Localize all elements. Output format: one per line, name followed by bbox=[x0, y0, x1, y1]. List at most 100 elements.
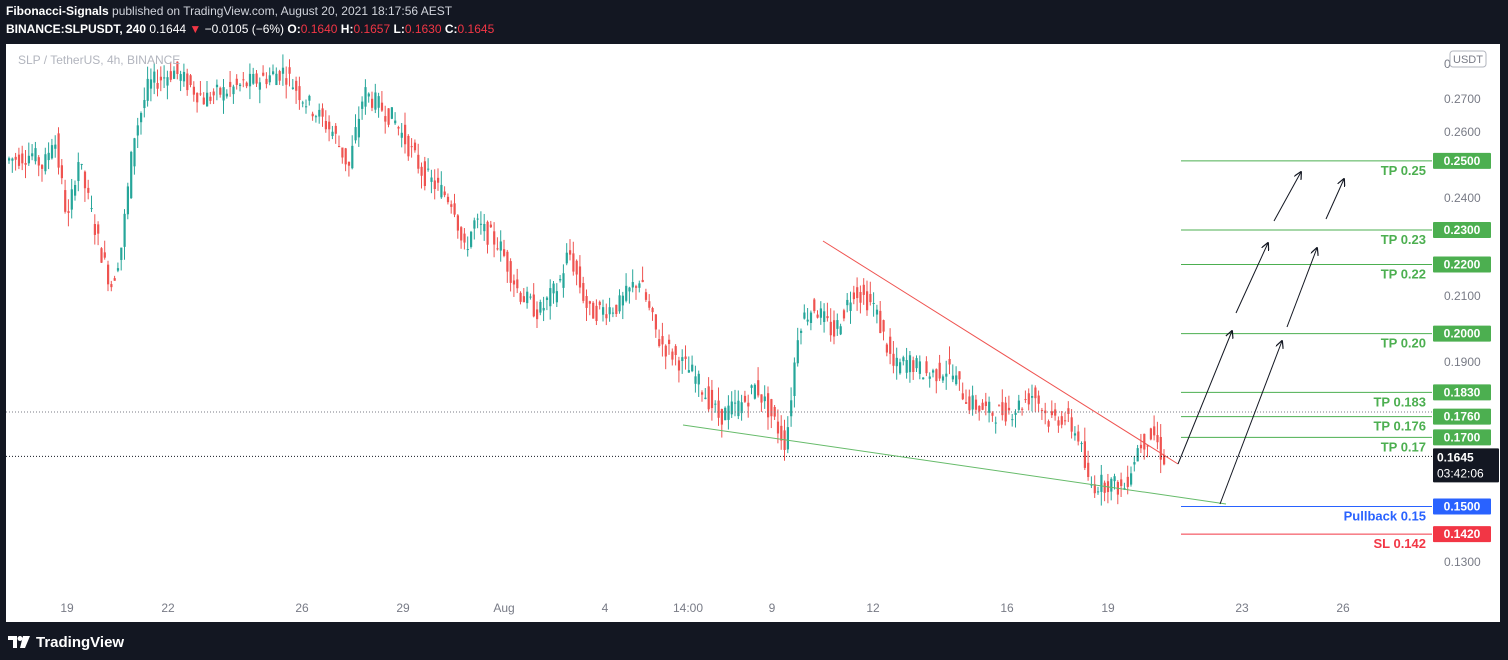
level-price-tag bbox=[1433, 325, 1491, 342]
level-price-tag-text: 0.2300 bbox=[1444, 223, 1481, 237]
candle-body bbox=[1031, 395, 1034, 398]
candle-body bbox=[536, 309, 539, 320]
candle-body bbox=[1054, 409, 1057, 416]
candle-body bbox=[885, 344, 888, 353]
tradingview-logo-icon bbox=[8, 636, 30, 648]
candle-body bbox=[608, 307, 611, 315]
candle-body bbox=[291, 87, 294, 89]
candle-body bbox=[321, 108, 324, 117]
candle-body bbox=[661, 336, 664, 345]
candle-body bbox=[697, 373, 700, 385]
candle-body bbox=[31, 153, 34, 157]
candle-body bbox=[776, 421, 780, 434]
author-name[interactable]: Fibonacci-Signals bbox=[6, 4, 109, 18]
candle-body bbox=[648, 301, 651, 308]
candle-body bbox=[100, 248, 103, 263]
candle-body bbox=[413, 142, 417, 151]
candle-body bbox=[905, 359, 908, 373]
candle-body bbox=[222, 87, 225, 101]
candle-body bbox=[767, 393, 770, 418]
candle-body bbox=[631, 282, 634, 288]
candle-body bbox=[407, 135, 410, 157]
candle-body bbox=[654, 314, 657, 330]
candle-body bbox=[252, 73, 255, 84]
candle-body bbox=[760, 394, 763, 403]
candle-body bbox=[605, 314, 608, 319]
candle-body bbox=[466, 249, 469, 251]
level-price-tag-text: 0.2000 bbox=[1444, 327, 1481, 341]
candle-body bbox=[1139, 444, 1143, 449]
publish-info: Fibonacci-Signals published on TradingVi… bbox=[6, 4, 452, 18]
candle-body bbox=[460, 227, 463, 241]
x-axis-tick-label: 9 bbox=[769, 601, 776, 615]
chart-pane[interactable]: TP 0.25 0.2500 TP 0.23 0.2300 TP 0.22 0.2200 T… bbox=[6, 44, 1500, 622]
candle-body bbox=[265, 78, 268, 85]
candle-body bbox=[41, 165, 44, 169]
candle-body bbox=[526, 291, 529, 304]
candle-body bbox=[453, 203, 456, 215]
candle-body bbox=[569, 250, 572, 255]
candle-body bbox=[714, 403, 717, 405]
candle-body bbox=[394, 120, 397, 124]
level-label: TP 0.23 bbox=[1381, 232, 1426, 247]
candle-body bbox=[1057, 420, 1060, 426]
candle-body bbox=[582, 283, 585, 301]
candle-body bbox=[618, 295, 621, 312]
candle-body bbox=[809, 312, 813, 323]
level-label: TP 0.25 bbox=[1381, 163, 1426, 178]
level-price-tag-text: 0.1830 bbox=[1444, 385, 1481, 399]
chart-watermark: SLP / TetherUS, 4h, BINANCE bbox=[18, 53, 180, 67]
candle-body bbox=[793, 362, 796, 397]
candle-body bbox=[206, 92, 209, 107]
candle-body bbox=[1001, 402, 1004, 416]
candle-body bbox=[70, 189, 73, 210]
resistance-trendline bbox=[822, 240, 1179, 465]
x-axis-tick-label: 26 bbox=[295, 601, 309, 615]
candle-body bbox=[272, 71, 275, 75]
candle-body bbox=[255, 73, 258, 84]
level-label: TP 0.17 bbox=[1381, 439, 1426, 454]
candle-body bbox=[757, 380, 760, 396]
candle-body bbox=[585, 296, 588, 308]
candle-body bbox=[27, 155, 30, 164]
candle-body bbox=[512, 280, 516, 285]
x-axis-tick-label: 19 bbox=[60, 601, 74, 615]
candle-body bbox=[912, 360, 915, 372]
high-label: H: bbox=[340, 22, 354, 36]
candle-body bbox=[87, 187, 90, 193]
candle-body bbox=[1100, 474, 1103, 492]
candle-body bbox=[928, 376, 931, 379]
candle-body bbox=[232, 86, 235, 95]
symbol-label: BINANCE:SLPUSDT, 240 bbox=[6, 22, 147, 36]
candle-body bbox=[704, 397, 707, 400]
candle-body bbox=[476, 218, 479, 220]
candle-body bbox=[179, 74, 182, 81]
candle-body bbox=[1050, 411, 1053, 416]
level-price-tag bbox=[1433, 498, 1491, 515]
open-label: O: bbox=[287, 22, 301, 36]
x-axis-tick-label: 26 bbox=[1336, 601, 1350, 615]
open-value: 0.1640 bbox=[300, 22, 338, 36]
candle-body bbox=[595, 305, 598, 322]
projection-arrow bbox=[1235, 243, 1268, 314]
candle-body bbox=[1093, 484, 1096, 494]
tradingview-footer[interactable]: TradingView bbox=[8, 632, 124, 652]
candle-body bbox=[833, 320, 836, 337]
candle-body bbox=[262, 72, 265, 76]
candle-body bbox=[186, 73, 189, 91]
candle-body bbox=[902, 357, 905, 362]
candle-body bbox=[456, 215, 459, 231]
price-chart[interactable]: TP 0.25 0.2500 TP 0.23 0.2300 TP 0.22 0.2200 T… bbox=[6, 44, 1500, 622]
candle-body bbox=[681, 357, 684, 361]
candle-body bbox=[592, 302, 595, 319]
drawings-group bbox=[682, 172, 1344, 505]
level-price-tag-text: 0.1500 bbox=[1444, 499, 1481, 513]
candle-body bbox=[245, 82, 248, 87]
low-label: L: bbox=[393, 22, 405, 36]
candle-body bbox=[1064, 420, 1067, 422]
candle-body bbox=[278, 71, 281, 81]
ohlc-legend: BINANCE:SLPUSDT, 240 0.1644 ▼ −0.0105 (−… bbox=[6, 22, 494, 36]
candle-body bbox=[493, 231, 496, 245]
candle-body bbox=[849, 302, 852, 311]
y-axis-tick-label: 0.1300 bbox=[1444, 555, 1481, 569]
